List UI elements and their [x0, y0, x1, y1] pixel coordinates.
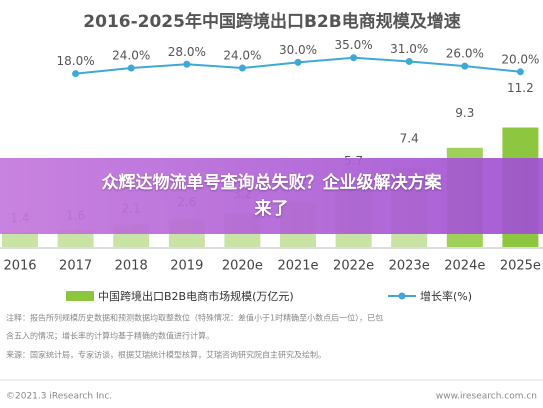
x-tick-label: 2017 [59, 259, 92, 274]
x-tick-label: 2023e [389, 259, 430, 274]
x-tick-label: 2019 [170, 259, 203, 274]
legend-swatch [398, 292, 406, 300]
x-tick-label: 2018 [115, 259, 148, 274]
bar-value-label: 7.4 [400, 131, 419, 145]
overlay-text: 众辉达物流单号查询总失败？企业级解决方案来了 [101, 173, 442, 219]
growth-dot [516, 68, 524, 76]
growth-label: 24.0% [223, 49, 261, 63]
legend-label: 中国跨境出口B2B电商市场规模(万亿元) [98, 289, 294, 303]
growth-dot [294, 58, 302, 66]
note: 注释：报告所列规模历史数据和预测数据均取整数位（特殊情况：差值小于1时精确至小数… [6, 313, 383, 323]
copyright: ©2021.3 iResearch Inc. [6, 392, 112, 402]
x-tick-label: 2024e [444, 259, 485, 274]
note: 来源：国家统计局，专家访谈，根据艾瑞统计模型核算，艾瑞咨询研究院自主研究及绘制。 [6, 350, 326, 360]
website: www.iresearch.com.cn [436, 392, 537, 402]
overlay-banner: 众辉达物流单号查询总失败？企业级解决方案来了 [0, 158, 543, 234]
growth-dot [238, 64, 246, 72]
growth-label: 31.0% [390, 42, 428, 56]
growth-dot [183, 60, 191, 68]
legend-swatch [66, 291, 94, 301]
x-tick-label: 2016 [3, 259, 36, 274]
bar-value-label: 11.2 [507, 81, 534, 95]
bar-value-label: 9.3 [455, 106, 474, 120]
growth-dot [350, 54, 358, 62]
bar [57, 229, 94, 247]
x-tick-label: 2022e [333, 259, 374, 274]
growth-dot [405, 57, 413, 65]
growth-label: 24.0% [112, 49, 150, 63]
growth-label: 20.0% [501, 52, 539, 66]
growth-label: 18.0% [57, 54, 95, 68]
growth-label: 35.0% [335, 38, 373, 52]
growth-dot [72, 70, 80, 78]
growth-label: 26.0% [446, 47, 484, 61]
x-tick-label: 2020e [222, 259, 263, 274]
legend-label: 增长率(%) [420, 289, 472, 303]
growth-dot [461, 62, 469, 70]
chart-title: 2016-2025年中国跨境出口B2B电商规模及增速 [83, 11, 460, 32]
x-tick-label: 2021e [277, 259, 318, 274]
growth-dot [127, 64, 135, 72]
growth-label: 28.0% [168, 45, 206, 59]
growth-label: 30.0% [279, 43, 317, 57]
bar [2, 232, 38, 247]
note: 含五入的情况；增长率的计算均基于精确的数值进行计算。 [6, 331, 214, 341]
x-tick-label: 2025e [500, 259, 541, 274]
